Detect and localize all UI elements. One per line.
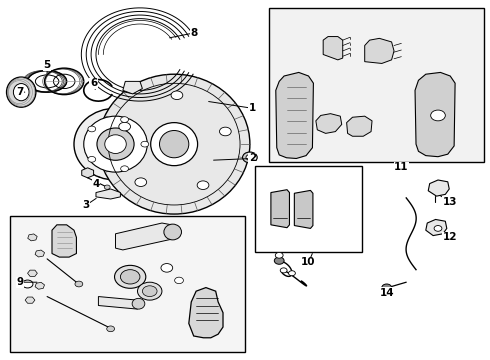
Ellipse shape: [174, 277, 183, 284]
Polygon shape: [123, 81, 143, 94]
Polygon shape: [82, 168, 94, 178]
Polygon shape: [35, 282, 45, 289]
Ellipse shape: [143, 286, 157, 297]
Ellipse shape: [431, 110, 445, 121]
Polygon shape: [346, 116, 372, 136]
Polygon shape: [35, 250, 45, 257]
Polygon shape: [365, 39, 394, 63]
Polygon shape: [116, 223, 172, 250]
Polygon shape: [276, 72, 314, 158]
Ellipse shape: [434, 226, 442, 231]
Polygon shape: [98, 297, 138, 309]
Ellipse shape: [119, 122, 130, 131]
Polygon shape: [415, 72, 455, 157]
Ellipse shape: [75, 281, 83, 287]
Text: 3: 3: [83, 200, 90, 210]
Polygon shape: [96, 189, 121, 199]
Polygon shape: [28, 234, 37, 241]
Ellipse shape: [98, 74, 250, 214]
Ellipse shape: [220, 127, 231, 136]
Text: 5: 5: [44, 60, 51, 70]
Ellipse shape: [274, 257, 284, 264]
Ellipse shape: [121, 117, 128, 122]
Polygon shape: [316, 114, 342, 134]
Text: 8: 8: [190, 28, 197, 38]
Ellipse shape: [104, 185, 110, 189]
Bar: [255, 166, 362, 252]
Text: 9: 9: [17, 277, 24, 287]
Ellipse shape: [280, 268, 287, 273]
Ellipse shape: [22, 280, 33, 288]
Ellipse shape: [88, 126, 96, 132]
Ellipse shape: [164, 224, 181, 240]
Ellipse shape: [121, 270, 140, 284]
Ellipse shape: [138, 282, 162, 300]
Text: 7: 7: [17, 87, 24, 97]
Text: 14: 14: [379, 288, 394, 298]
Ellipse shape: [161, 264, 172, 272]
Polygon shape: [323, 37, 343, 60]
Polygon shape: [52, 225, 76, 257]
Ellipse shape: [132, 298, 145, 309]
Bar: [10, 216, 245, 352]
Ellipse shape: [107, 326, 115, 332]
Text: 6: 6: [90, 78, 97, 88]
Text: 12: 12: [443, 232, 458, 242]
Text: 13: 13: [443, 197, 458, 207]
Ellipse shape: [97, 128, 134, 160]
Text: 4: 4: [92, 179, 99, 189]
Ellipse shape: [13, 84, 29, 101]
Ellipse shape: [121, 166, 128, 172]
Polygon shape: [27, 270, 37, 276]
Ellipse shape: [74, 108, 157, 180]
Ellipse shape: [289, 271, 295, 276]
Polygon shape: [271, 190, 290, 228]
Ellipse shape: [151, 123, 197, 166]
Ellipse shape: [141, 141, 149, 147]
Ellipse shape: [84, 116, 147, 172]
Ellipse shape: [135, 178, 147, 186]
Ellipse shape: [105, 135, 126, 153]
Ellipse shape: [382, 284, 392, 291]
Polygon shape: [25, 297, 35, 303]
Ellipse shape: [197, 181, 209, 189]
Polygon shape: [428, 180, 449, 196]
Polygon shape: [189, 288, 223, 338]
Ellipse shape: [115, 265, 146, 288]
Ellipse shape: [243, 152, 257, 163]
Text: 2: 2: [249, 153, 256, 163]
Polygon shape: [426, 220, 447, 235]
Ellipse shape: [275, 252, 283, 258]
Ellipse shape: [159, 131, 189, 158]
Bar: [270, 8, 485, 162]
Text: 11: 11: [394, 162, 409, 172]
Polygon shape: [294, 190, 313, 228]
Ellipse shape: [246, 154, 254, 160]
Text: 1: 1: [249, 103, 256, 113]
Text: 10: 10: [301, 257, 316, 267]
Ellipse shape: [6, 77, 36, 107]
Ellipse shape: [171, 91, 183, 100]
Ellipse shape: [88, 157, 96, 162]
